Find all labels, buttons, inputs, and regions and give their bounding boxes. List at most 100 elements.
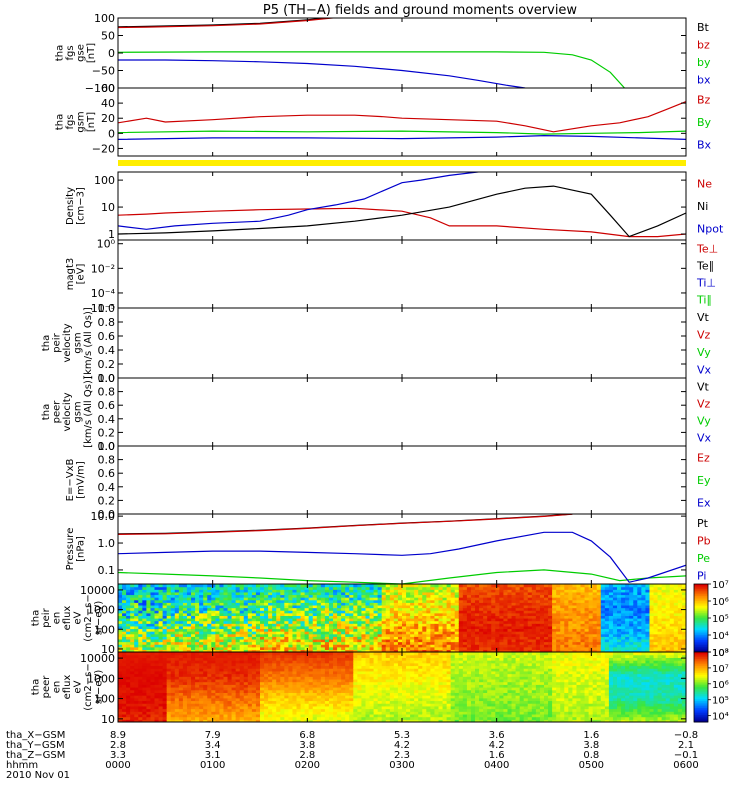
heatmap-cell: [438, 649, 444, 652]
heatmap-cell: [284, 612, 289, 616]
heatmap-cell: [260, 687, 265, 691]
heatmap-cell: [146, 676, 152, 680]
heatmap-cell: [215, 687, 221, 691]
heatmap-cell: [369, 602, 375, 606]
heatmap-cell: [296, 633, 302, 637]
heatmap-cell: [186, 700, 192, 704]
heatmap-cell: [629, 649, 634, 652]
heatmap-cell: [276, 594, 281, 598]
heatmap-cell: [264, 670, 269, 675]
heatmap-cell: [247, 654, 253, 658]
heatmap-cell: [584, 641, 590, 645]
heatmap-cell: [239, 591, 245, 596]
heatmap-cell: [612, 641, 618, 645]
heatmap-cell: [304, 604, 310, 609]
heatmap-cell: [462, 610, 468, 614]
heatmap-cell: [162, 602, 168, 606]
heatmap-cell: [564, 607, 569, 611]
heatmap-cell: [247, 612, 253, 616]
colorbar-segment: [694, 633, 708, 636]
heatmap-cell: [458, 591, 464, 596]
heatmap-cell: [503, 631, 509, 635]
heatmap-cell: [158, 638, 164, 643]
heatmap-cell: [158, 652, 164, 656]
heatmap-cell: [426, 628, 431, 632]
heatmap-cell: [304, 612, 310, 616]
heatmap-cell: [182, 610, 188, 614]
heatmap-cell: [402, 628, 407, 632]
heatmap-cell: [515, 597, 521, 601]
heatmap-cell: [357, 610, 363, 614]
heatmap-cell: [174, 646, 180, 650]
heatmap-cell: [243, 597, 249, 601]
heatmap-cell: [130, 589, 135, 593]
heatmap-cell: [239, 620, 245, 624]
heatmap-cell: [231, 594, 237, 598]
heatmap-cell: [641, 631, 647, 635]
heatmap-cell: [661, 636, 667, 640]
heatmap-cell: [215, 633, 221, 637]
heatmap-cell: [223, 594, 229, 598]
heatmap-cell: [365, 607, 371, 611]
heatmap-cell: [251, 711, 257, 715]
heatmap-cell: [118, 668, 123, 672]
heatmap-cell: [150, 657, 156, 661]
heatmap-cell: [203, 599, 208, 603]
heatmap-cell: [255, 615, 261, 619]
heatmap-cell: [288, 631, 294, 635]
heatmap-cell: [235, 602, 241, 606]
heatmap-cell: [243, 618, 249, 622]
heatmap-cell: [199, 705, 204, 710]
heatmap-cell: [211, 602, 216, 606]
heatmap-cell: [442, 615, 448, 619]
heatmap-cell: [134, 703, 139, 707]
heatmap-cell: [414, 589, 419, 593]
heatmap-cell: [284, 607, 289, 611]
heatmap-cell: [260, 638, 265, 643]
heatmap-cell: [661, 625, 667, 630]
heatmap-cell: [592, 618, 598, 622]
heatmap-cell: [235, 652, 241, 656]
heatmap-cell: [182, 638, 188, 643]
heatmap-cell: [361, 604, 367, 609]
heatmap-cell: [406, 641, 411, 645]
heatmap-cell: [203, 641, 208, 645]
heatmap-cell: [454, 623, 460, 627]
heatmap-cell: [381, 625, 387, 630]
heatmap-cell: [320, 602, 326, 606]
heatmap-cell: [178, 618, 184, 622]
heatmap-cell: [539, 591, 545, 596]
heatmap-cell: [260, 652, 265, 656]
heatmap-cell: [320, 641, 326, 645]
heatmap-cell: [130, 599, 135, 603]
heatmap-cell: [612, 633, 618, 637]
heatmap-cell: [260, 633, 265, 637]
heatmap-cell: [182, 618, 188, 622]
heatmap-cell: [280, 597, 285, 601]
heatmap-cell: [166, 615, 172, 619]
heatmap-cell: [260, 684, 265, 688]
heatmap-cell: [308, 597, 314, 601]
heatmap-cell: [219, 584, 225, 588]
heatmap-cell: [162, 599, 168, 603]
heatmap-cell: [393, 586, 399, 590]
heatmap-cell: [507, 607, 513, 611]
heatmap-cell: [195, 684, 200, 688]
heatmap-cell: [592, 620, 598, 624]
heatmap-cell: [182, 697, 188, 702]
heatmap-cell: [268, 644, 273, 648]
heatmap-cell: [122, 681, 127, 685]
heatmap-cell: [264, 610, 269, 614]
heatmap-cell: [345, 633, 350, 637]
heatmap-cell: [308, 612, 314, 616]
heatmap-cell: [535, 636, 541, 640]
heatmap-cell: [462, 646, 468, 650]
heatmap-cell: [296, 610, 302, 614]
heatmap-cell: [134, 716, 139, 720]
heatmap-cell: [122, 604, 127, 609]
heatmap-cell: [126, 711, 131, 715]
heatmap-cell: [231, 681, 237, 685]
heatmap-cell: [219, 689, 225, 693]
heatmap-cell: [653, 610, 659, 614]
heatmap-cell: [211, 612, 216, 616]
